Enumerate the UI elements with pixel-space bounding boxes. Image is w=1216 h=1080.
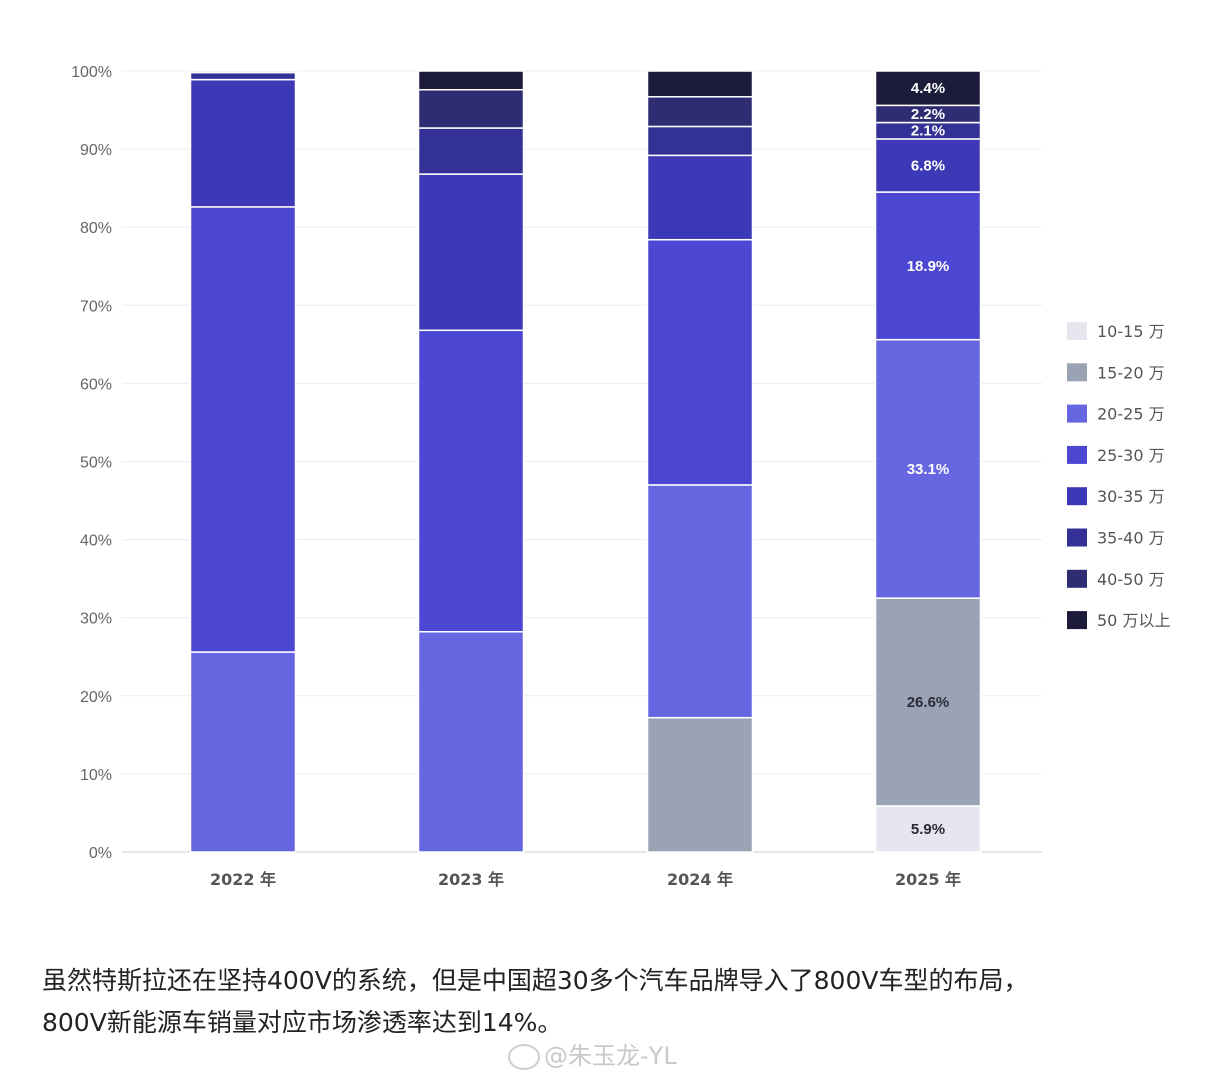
y-tick-label: 60% xyxy=(80,376,112,393)
legend-swatch xyxy=(1067,445,1087,464)
bar-segment xyxy=(189,206,297,653)
watermark-text: @朱玉龙-YL xyxy=(544,1042,677,1070)
y-tick-label: 100% xyxy=(71,64,112,81)
legend-label: 15-20 万 xyxy=(1097,363,1165,382)
legend-swatch xyxy=(1067,569,1087,588)
y-tick-label: 50% xyxy=(80,455,112,472)
y-tick-label: 70% xyxy=(80,298,112,315)
x-tick-label: 2024 年 xyxy=(667,870,733,889)
bar-segment xyxy=(874,70,982,107)
bar-segment xyxy=(646,125,754,157)
data-label: 26.6% xyxy=(907,694,950,711)
data-label: 5.9% xyxy=(911,821,945,838)
bar-segment xyxy=(646,484,754,719)
data-label: 2.2% xyxy=(911,106,945,123)
bar-segment xyxy=(417,329,525,633)
data-label: 4.4% xyxy=(911,80,945,97)
bar-segment xyxy=(417,70,525,91)
bar-segment xyxy=(646,70,754,98)
x-tick-label: 2022 年 xyxy=(210,870,276,889)
data-label: 18.9% xyxy=(907,258,950,275)
caption-line-1: 虽然特斯拉还在坚持400V的系统，但是中国超30多个汽车品牌导入了800V车型的… xyxy=(42,966,1029,995)
bar-segment xyxy=(646,238,754,486)
bar-segment xyxy=(874,805,982,853)
y-tick-label: 30% xyxy=(80,611,112,628)
bar-segment xyxy=(646,96,754,128)
data-label: 6.8% xyxy=(911,158,945,175)
y-tick-label: 90% xyxy=(80,142,112,159)
bar-segment xyxy=(874,138,982,193)
bar-segment xyxy=(417,127,525,175)
caption: 虽然特斯拉还在坚持400V的系统，但是中国超30多个汽车品牌导入了800V车型的… xyxy=(42,960,1202,1044)
bar-segment xyxy=(189,70,297,74)
y-tick-label: 10% xyxy=(80,767,112,784)
legend-swatch xyxy=(1067,404,1087,423)
data-label: 33.1% xyxy=(907,461,950,478)
watermark: @朱玉龙-YL xyxy=(508,1036,677,1071)
x-tick-label: 2023 年 xyxy=(438,870,504,889)
bar-segment xyxy=(646,154,754,241)
y-tick-label: 0% xyxy=(89,845,112,862)
bar-segment xyxy=(417,88,525,129)
legend-label: 20-25 万 xyxy=(1097,405,1165,424)
legend-swatch xyxy=(1067,528,1087,547)
bar-segment xyxy=(189,78,297,208)
y-tick-label: 40% xyxy=(80,533,112,550)
legend-label: 50 万以上 xyxy=(1097,611,1170,630)
bar-segment xyxy=(646,716,754,853)
caption-line-2: 800V新能源车销量对应市场渗透率达到14%。 xyxy=(42,1008,563,1037)
stacked-bar-chart: 0% 10% 20% 30% 40% 50% 60% 70% 80% 90% 100% 2022 年 2… xyxy=(71,64,1170,889)
legend-label: 25-30 万 xyxy=(1097,446,1165,465)
data-label: 2.1% xyxy=(911,123,945,140)
y-tick-label: 80% xyxy=(80,220,112,237)
bar-segment xyxy=(874,597,982,807)
legend-swatch xyxy=(1067,611,1087,630)
bar-segment xyxy=(874,191,982,341)
bar-segment xyxy=(189,651,297,853)
legend-label: 35-40 万 xyxy=(1097,529,1165,548)
bar-segment xyxy=(417,631,525,853)
legend-swatch xyxy=(1067,487,1087,506)
y-tick-label: 20% xyxy=(80,689,112,706)
legend-label: 30-35 万 xyxy=(1097,487,1165,506)
legend-swatch xyxy=(1067,363,1087,382)
bar-segment xyxy=(417,173,525,332)
bar-segment xyxy=(189,71,297,81)
weibo-icon xyxy=(508,1044,540,1070)
bar-segment xyxy=(874,338,982,599)
legend-label: 10-15 万 xyxy=(1097,322,1165,341)
legend-label: 40-50 万 xyxy=(1097,570,1165,589)
legend-swatch xyxy=(1067,322,1087,340)
x-tick-label: 2025 年 xyxy=(895,870,961,889)
